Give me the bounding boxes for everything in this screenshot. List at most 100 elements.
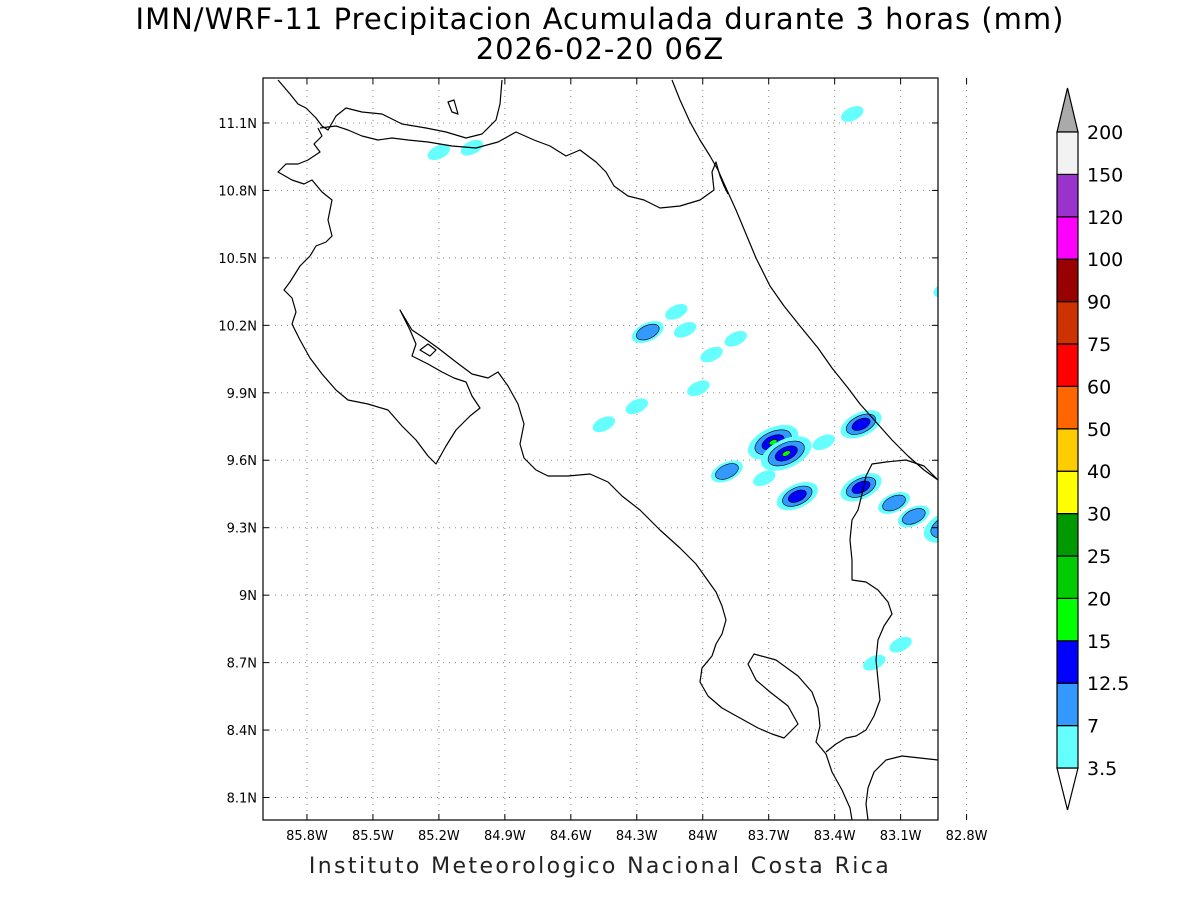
- precip-contour-level: [1002, 274, 1041, 305]
- precip-contour-level: [625, 398, 649, 415]
- colorbar-swatch: [1056, 597, 1079, 642]
- colorbar-swatch: [1056, 258, 1079, 303]
- precip-cell: [592, 416, 616, 433]
- colorbar-swatch: [1056, 385, 1079, 430]
- precip-cell: [923, 508, 954, 543]
- precip-cell: [776, 482, 818, 511]
- nicaragua-shore: [277, 79, 503, 139]
- precip-cell: [945, 622, 984, 653]
- precip-contour-level: [889, 636, 912, 653]
- precip-cell: [1002, 274, 1041, 305]
- colorbar-level-label: 7: [1087, 716, 1099, 738]
- precip-contour-level: [960, 536, 996, 565]
- precip-cell: [953, 530, 1003, 570]
- lon-tick-label: 83.4W: [814, 829, 856, 844]
- colorbar-level-label: 90: [1087, 292, 1111, 314]
- precip-contour-level: [863, 654, 886, 671]
- precip-contour-level: [687, 380, 710, 397]
- precip-cell: [673, 321, 697, 338]
- precip-cell: [700, 346, 723, 363]
- colorbar-level-label: 30: [1087, 504, 1111, 526]
- lon-tick-label: 82.8W: [946, 829, 988, 844]
- precip-contour-level: [950, 627, 978, 649]
- map-title: IMN/WRF-11 Precipitacion Acumulada duran…: [135, 2, 1065, 36]
- precip-cell: [974, 310, 1013, 341]
- precip-cell: [841, 106, 864, 122]
- lat-tick-label: 8.1N: [227, 792, 257, 807]
- colorbar-above-triangle: [1056, 87, 1079, 133]
- colorbar-swatch: [1056, 301, 1079, 345]
- precip-cell: [687, 380, 710, 397]
- colorbar-level-label: 60: [1087, 376, 1111, 398]
- precip-cell: [761, 436, 812, 471]
- precip-cell: [990, 600, 1040, 640]
- coastline: [277, 79, 938, 820]
- precip-cell: [992, 249, 1019, 271]
- lat-tick-label: 8.7N: [227, 657, 257, 672]
- precip-contour-level: [851, 417, 871, 431]
- lon-tick-label: 85.5W: [352, 829, 394, 844]
- precipitation-field: [427, 106, 1041, 703]
- precip-contour-level: [851, 480, 871, 494]
- north-border: [277, 127, 853, 820]
- precip-contour-level: [953, 530, 1003, 570]
- colorbar-swatch: [1056, 640, 1079, 684]
- colorbar-level-label: 75: [1087, 334, 1111, 356]
- precip-contour-level: [700, 346, 723, 363]
- precip-contour-level: [673, 321, 697, 338]
- precip-contour-level: [992, 249, 1019, 271]
- precip-contour-level: [966, 681, 994, 703]
- precip-cell: [863, 654, 886, 671]
- precip-contour-level: [945, 622, 984, 653]
- lat-tick-label: 9.6N: [227, 454, 257, 469]
- colorbar: 3.5 7 12.5 15 20 25 30 40 50 60 75 90 100 120 150 200: [1056, 87, 1129, 811]
- precip-cell: [753, 470, 776, 487]
- colorbar-level-label: 12.5: [1087, 673, 1129, 695]
- colorbar-swatch: [1056, 470, 1079, 515]
- lat-lon-grid: [263, 78, 968, 820]
- lon-tick-label: 85.8W: [286, 829, 328, 844]
- precip-contour-level: [933, 281, 938, 298]
- precip-contour-level: [787, 489, 807, 503]
- precip-cell: [979, 299, 1006, 321]
- precip-contour-level: [948, 559, 976, 581]
- precip-contour-level: [812, 434, 835, 451]
- map-subtitle: 2026-02-20 06Z: [475, 32, 725, 66]
- precip-contour-level: [636, 323, 660, 341]
- longitude-ticks: 85.8W 85.5W 85.2W 84.9W 84.6W 84.3W 84W 83.7W 83…: [286, 78, 988, 844]
- precip-contour-level: [592, 416, 616, 433]
- precip-contour-level: [1008, 278, 1036, 300]
- lon-tick-label: 83.7W: [748, 829, 790, 844]
- lat-tick-label: 8.4N: [227, 724, 257, 739]
- colorbar-swatch: [1056, 173, 1079, 218]
- precip-cell: [992, 645, 1019, 667]
- precip-contour-level: [974, 310, 1013, 341]
- colorbar-swatch: [1056, 343, 1079, 388]
- precip-contour-level: [930, 512, 938, 539]
- lat-tick-label: 10.2N: [218, 319, 257, 334]
- precip-contour-level: [992, 645, 1019, 667]
- precip-cell: [625, 398, 649, 415]
- precip-cell: [889, 636, 912, 653]
- precip-cell: [665, 304, 688, 320]
- isla-chira: [419, 343, 437, 357]
- precip-cell: [631, 321, 664, 344]
- precip-cell: [943, 555, 982, 586]
- precip-contour-level: [665, 304, 688, 320]
- precip-contour-level: [997, 605, 1033, 634]
- precip-cell: [724, 330, 747, 347]
- colorbar-level-label: 200: [1087, 122, 1123, 144]
- colorbar-swatch: [1056, 555, 1079, 600]
- colorbar-level-label: 150: [1087, 164, 1123, 186]
- precip-contour-level: [944, 522, 954, 530]
- colorbar-level-label: 100: [1087, 249, 1123, 271]
- lon-tick-label: 84.6W: [550, 829, 592, 844]
- precip-cell: [933, 281, 938, 298]
- colorbar-level-label: 20: [1087, 588, 1111, 610]
- colorbar-swatch: [1056, 512, 1079, 557]
- colorbar-level-label: 40: [1087, 461, 1111, 483]
- precip-contour-level: [937, 517, 938, 534]
- panama-coast: [865, 755, 938, 820]
- precip-cell: [427, 144, 451, 161]
